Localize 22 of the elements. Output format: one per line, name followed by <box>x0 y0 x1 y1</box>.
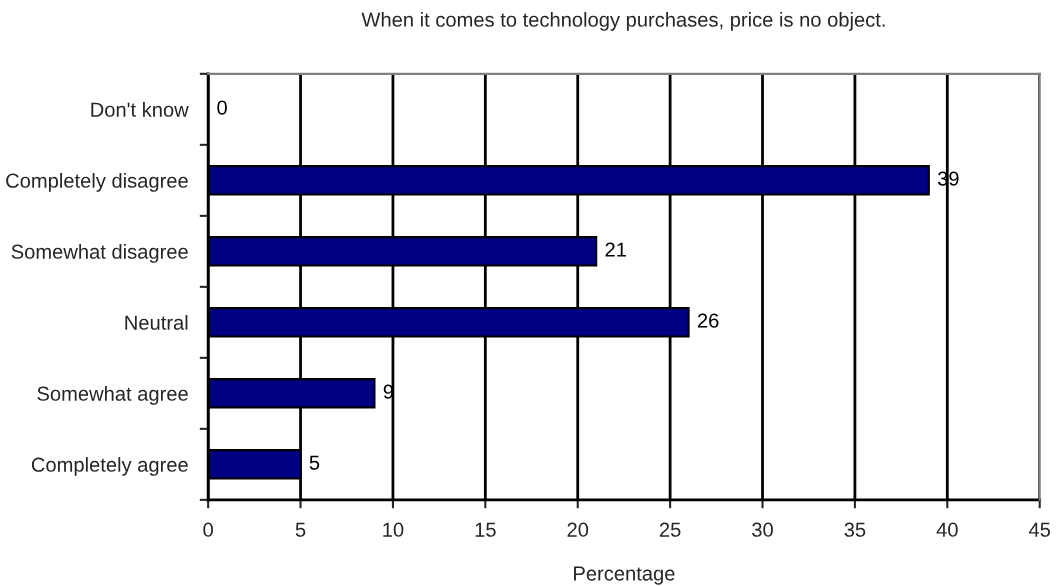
y-tick-label: Don't know <box>91 102 189 117</box>
data-label: 26 <box>697 313 719 328</box>
x-tick-label: 35 <box>844 522 866 537</box>
y-tick-label: Somewhat disagree <box>11 244 188 263</box>
x-tick-label: 20 <box>567 522 589 537</box>
data-label: 5 <box>309 455 320 470</box>
data-label: 0 <box>217 100 227 115</box>
y-tick-label: Completely disagree <box>6 173 188 192</box>
x-tick-label: 15 <box>475 522 496 537</box>
x-tick-label: 10 <box>383 522 404 537</box>
y-tick-label: Completely agree <box>31 457 188 476</box>
x-tick-label: 45 <box>1028 522 1051 537</box>
x-tick-label: 40 <box>936 522 958 537</box>
y-tick-label: Somewhat agree <box>37 386 188 405</box>
x-tick-label: 30 <box>752 522 773 537</box>
x-tick-label: 0 <box>203 522 213 537</box>
y-tick-label: Neutral <box>125 315 188 330</box>
x-tick-label: 25 <box>659 522 681 537</box>
x-axis-title: Percentage <box>574 566 675 585</box>
data-label: 21 <box>605 242 626 257</box>
chart-title: When it comes to technology purchases, price is no object. <box>361 12 885 31</box>
x-tick-label: 5 <box>295 522 306 537</box>
